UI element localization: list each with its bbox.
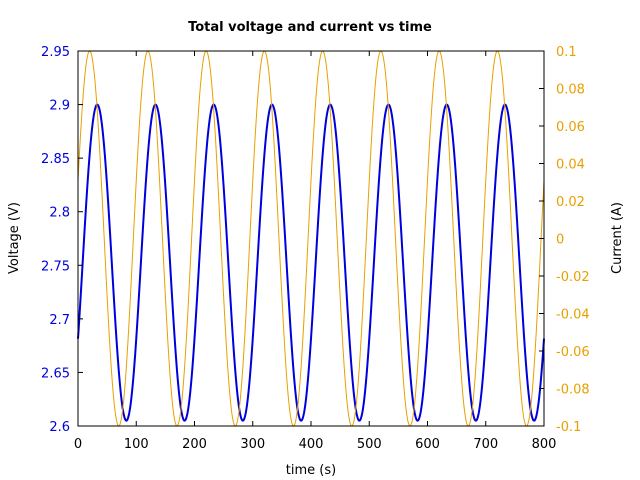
- x-tick-label: 400: [299, 437, 324, 452]
- x-tick-label: 800: [532, 437, 557, 452]
- x-tick-label: 600: [415, 437, 440, 452]
- x-tick-label: 100: [124, 437, 149, 452]
- y-right-tick-label: 0: [556, 233, 564, 248]
- y-left-tick-label: 2.7: [49, 313, 70, 328]
- plot-frame: [77, 50, 545, 427]
- y-right-tick-label: -0.02: [556, 270, 590, 285]
- y-left-tick-label: 2.95: [41, 45, 70, 60]
- y-axis-label-left: Voltage (V): [7, 202, 22, 274]
- y-left-tick-label: 2.85: [41, 152, 70, 167]
- x-tick-label: 0: [74, 437, 82, 452]
- ticks-layer: 0 100 200 300 400 500 600 700 800 2.6 2.65 2.7 2.75 2…: [41, 45, 590, 452]
- y-right-tick-label: -0.06: [556, 345, 590, 360]
- voltage-series-line: [77, 103, 545, 422]
- y-right-tick-label: 0.04: [556, 158, 585, 173]
- x-tick-label: 300: [240, 437, 265, 452]
- chart-title: Total voltage and current vs time: [188, 20, 432, 35]
- y-axis-label-right: Current (A): [610, 202, 625, 274]
- y-right-tick-label: 0.08: [556, 83, 585, 98]
- x-tick-label: 700: [473, 437, 498, 452]
- x-axis-label: time (s): [286, 463, 336, 478]
- y-left-tick-label: 2.75: [41, 259, 70, 274]
- y-right-tick-label: -0.04: [556, 308, 590, 323]
- x-tick-label: 200: [182, 437, 207, 452]
- y-left-tick-label: 2.6: [49, 420, 70, 435]
- y-left-tick-label: 2.65: [41, 366, 70, 381]
- y-right-tick-label: 0.1: [556, 45, 577, 60]
- y-right-tick-label: -0.08: [556, 383, 590, 398]
- y-right-tick-label: -0.1: [556, 420, 581, 435]
- y-right-tick-label: 0.06: [556, 120, 585, 135]
- x-tick-label: 500: [357, 437, 382, 452]
- y-left-tick-label: 2.9: [49, 99, 70, 114]
- current-series-line: [77, 50, 545, 427]
- series-layer: [77, 50, 545, 427]
- y-right-tick-label: 0.02: [556, 195, 585, 210]
- y-left-tick-label: 2.8: [49, 206, 70, 221]
